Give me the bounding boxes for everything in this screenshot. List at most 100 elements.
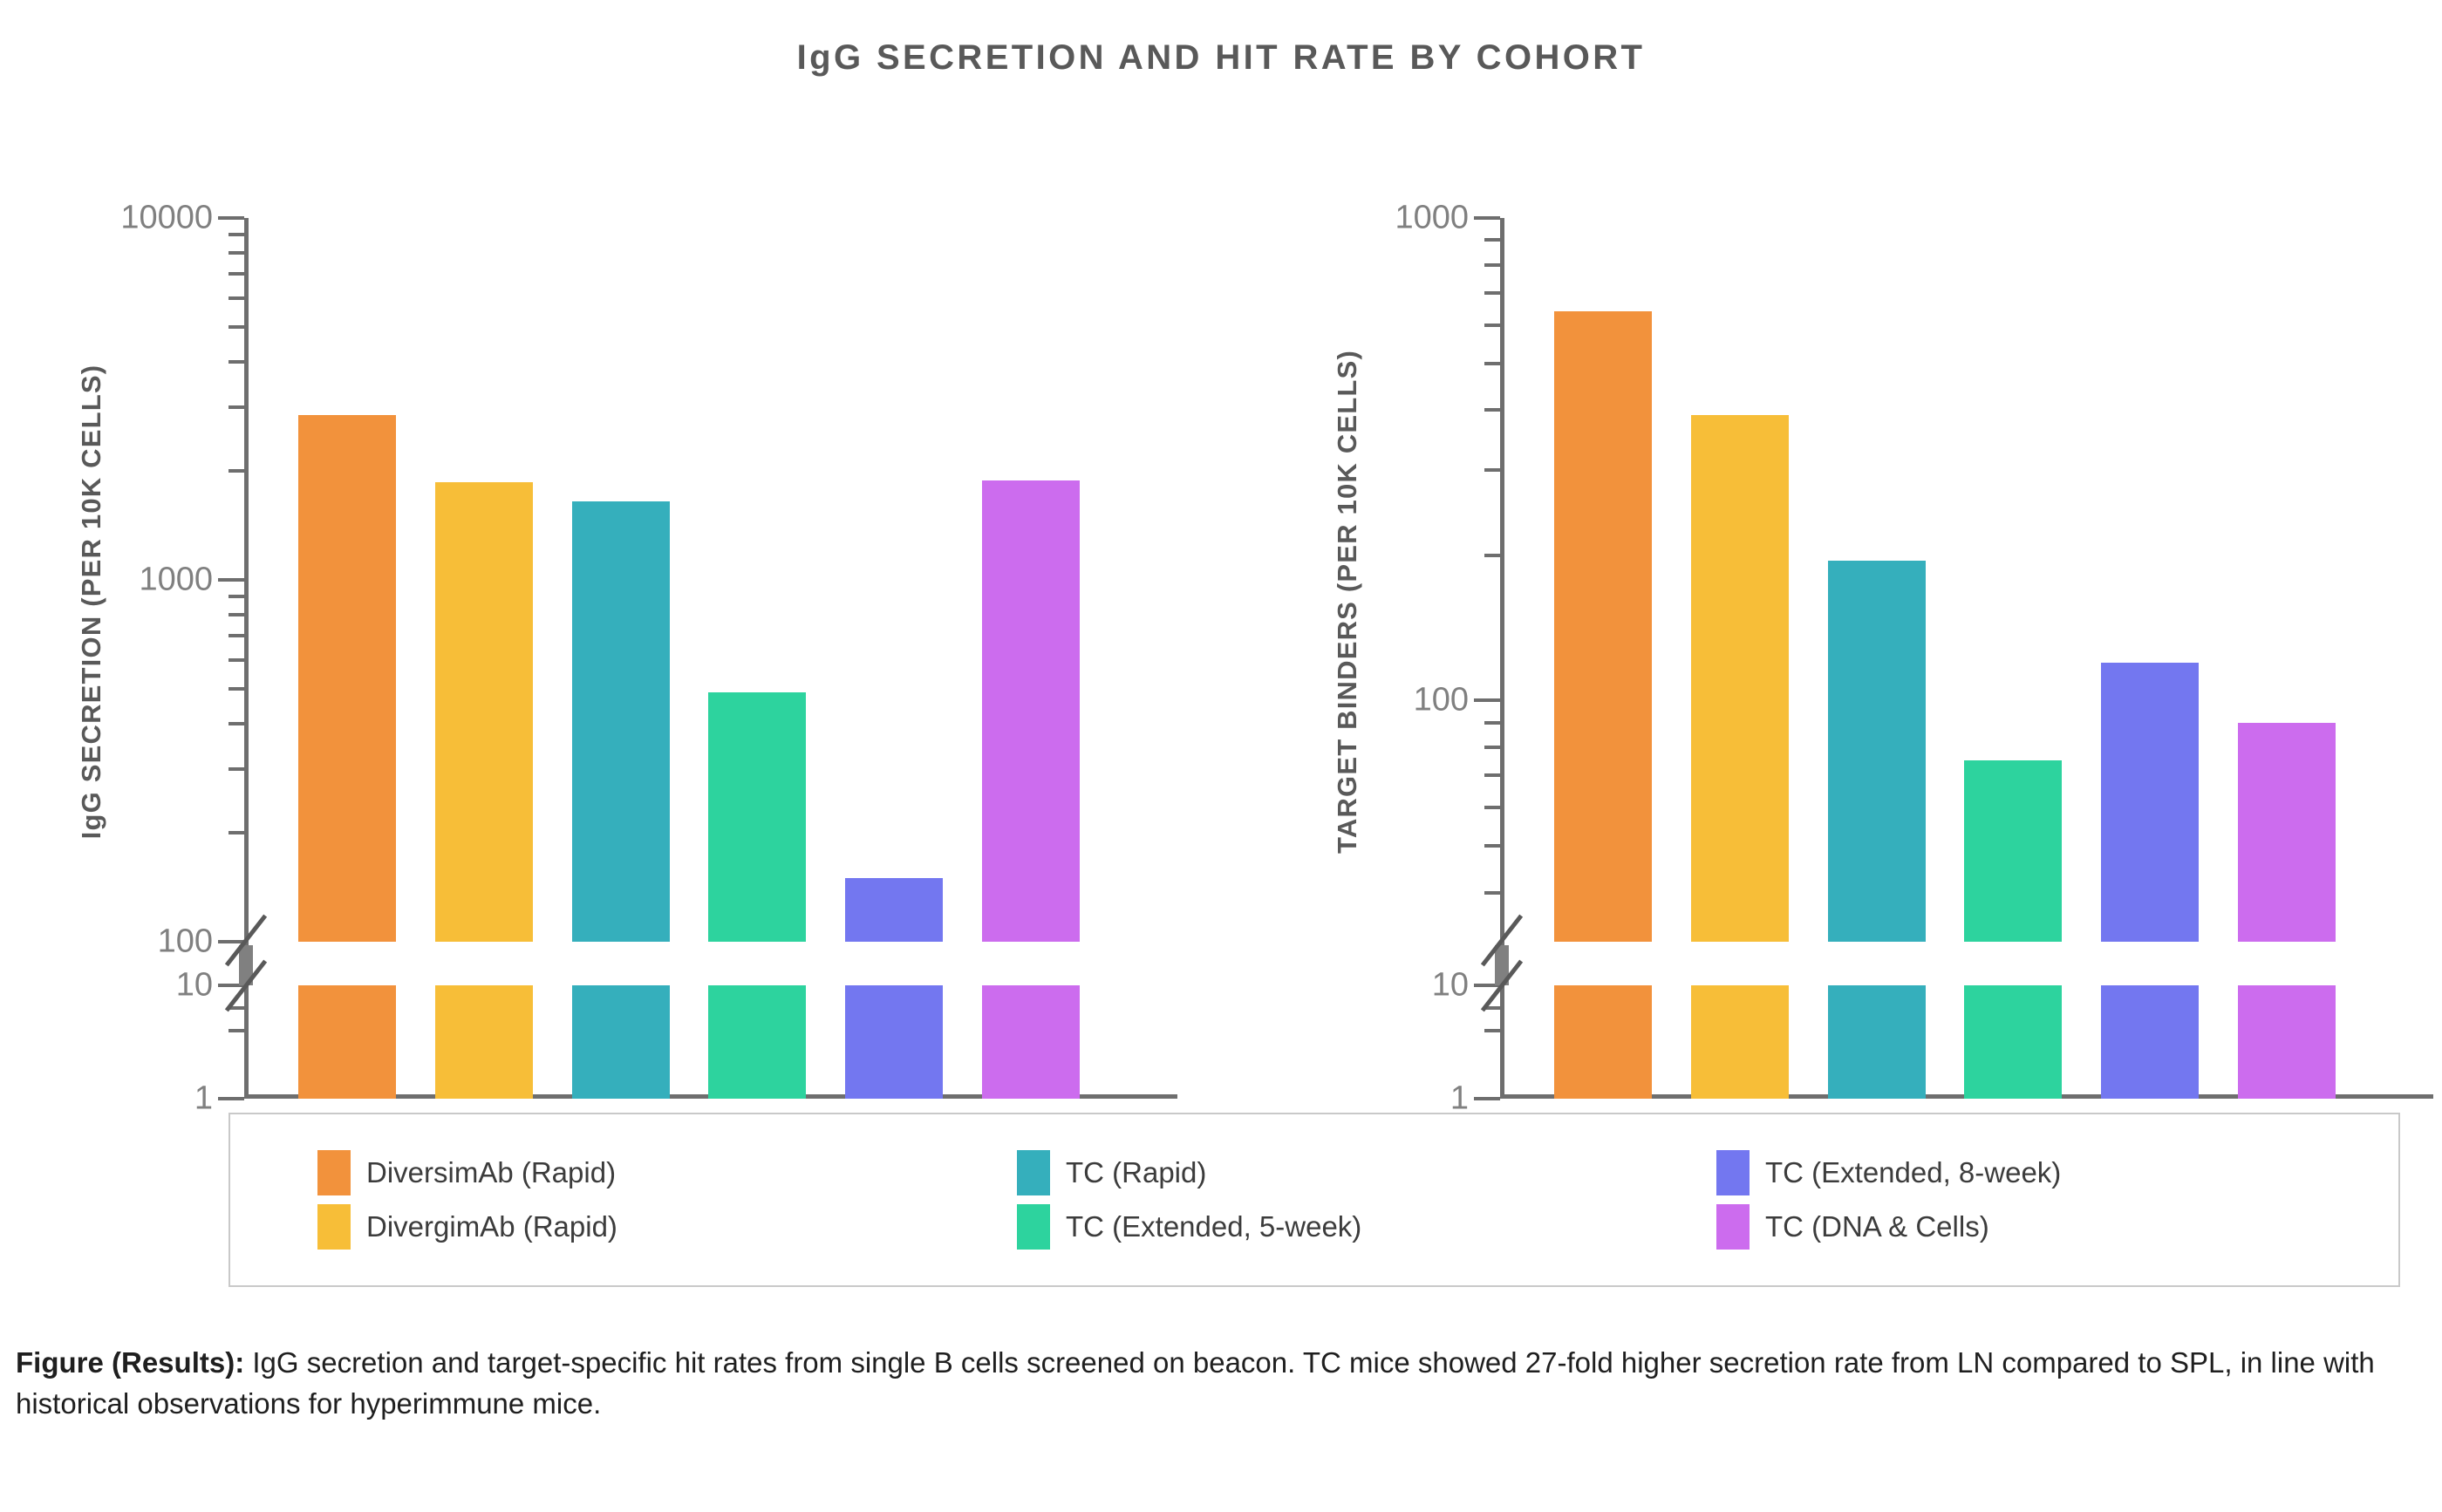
y-tick-minor [1484,806,1500,810]
bar-upper-segment[interactable] [845,877,943,942]
bar-upper-segment[interactable] [571,501,670,942]
y-tick-minor [1484,553,1500,557]
y-tick-minor [1484,238,1500,242]
bar-upper-segment[interactable] [1691,415,1789,942]
bar-upper-segment[interactable] [298,414,397,942]
legend-swatch-icon [317,1204,351,1250]
y-tick-major [218,216,244,220]
caption-lead: Figure (Results): [16,1346,245,1379]
bar-lower-segment[interactable] [571,985,670,1099]
y-tick-minor [229,766,244,771]
y-tick-minor [229,296,244,301]
legend-item[interactable]: DiversimAb (Rapid) [265,1146,965,1200]
y-tick-minor [229,360,244,364]
y-tick-minor [229,831,244,835]
bar-upper-segment[interactable] [1964,760,2063,942]
caption-text: IgG secretion and target-specific hit ra… [16,1346,2375,1420]
y-axis-title-left: IgG SECRETION (PER 10K CELLS) [76,364,106,840]
y-tick-minor [229,1029,244,1032]
y-tick-major [1474,216,1500,220]
bar-upper-segment[interactable] [708,691,807,942]
y-tick-minor [229,658,244,663]
legend-item-label: TC (Extended, 8-week) [1765,1156,2062,1188]
legend-item[interactable]: TC (Rapid) [965,1146,1664,1200]
chart-legend: DiversimAb (Rapid) TC (Rapid) TC (Extended… [229,1113,2400,1287]
bar-lower-segment[interactable] [708,985,807,1099]
y-tick-minor [229,1006,244,1010]
y-tick-label: 1000 [139,561,213,598]
y-tick-major [1474,984,1500,987]
legend-swatch-icon [1716,1150,1750,1195]
y-axis-title-right: TARGET BINDERS (PER 10K CELLS) [1332,350,1362,854]
y-tick-label: 100 [1413,681,1469,719]
legend-swatch-icon [1017,1150,1050,1195]
y-tick-major [218,578,244,582]
y-tick-minor [1484,361,1500,365]
bar-lower-segment[interactable] [2237,985,2336,1099]
y-tick-minor [1484,1006,1500,1010]
legend-item-label: DivergimAb (Rapid) [366,1210,617,1243]
axis-break-marker [1495,945,1509,985]
legend-item[interactable]: TC (Extended, 5-week) [965,1200,1664,1254]
y-tick-label: 10 [175,966,213,1004]
y-tick-minor [229,232,244,236]
bar-lower-segment[interactable] [845,985,943,1099]
y-tick-minor [229,469,244,473]
plot-area-right: 1000 100 10 1 [1395,200,2433,1117]
y-tick-major [218,984,244,987]
bar-upper-segment[interactable] [2237,722,2336,942]
bar-lower-segment[interactable] [2101,985,2199,1099]
y-tick-label: 10000 [120,199,213,236]
bar-upper-segment[interactable] [435,482,533,942]
y-tick-label: 1000 [1395,199,1469,236]
bar-upper-segment[interactable] [1827,560,1926,942]
bar-lower-segment[interactable] [1827,985,1926,1099]
y-tick-major [1474,1097,1500,1100]
bar-lower-segment[interactable] [1554,985,1653,1099]
y-tick-minor [1484,1029,1500,1032]
y-tick-minor [229,324,244,329]
legend-item[interactable]: DivergimAb (Rapid) [265,1200,965,1254]
y-tick-minor [1484,720,1500,725]
bar-upper-segment[interactable] [2101,662,2199,942]
y-axis-line-left [244,218,249,1099]
y-tick-minor [1484,890,1500,895]
bar-lower-segment[interactable] [1691,985,1789,1099]
bar-lower-segment[interactable] [435,985,533,1099]
y-tick-minor [229,251,244,255]
legend-swatch-icon [317,1150,351,1195]
y-tick-minor [1484,262,1500,267]
bar-lower-segment[interactable] [981,985,1080,1099]
y-tick-label: 1 [194,1080,213,1117]
figure-caption: Figure (Results): IgG secretion and targ… [16,1343,2432,1425]
y-tick-minor [229,272,244,276]
y-tick-major [218,1097,244,1100]
axis-break-marker [239,945,253,985]
y-tick-minor [1484,290,1500,295]
legend-item[interactable]: TC (DNA & Cells) [1664,1200,2364,1254]
y-tick-minor [229,634,244,638]
y-tick-minor [229,686,244,691]
chart-panel-igg-secretion: IgG SECRETION (PER 10K CELLS) 10000 1000 1… [52,174,1186,1117]
y-tick-minor [1484,468,1500,473]
legend-item-label: DiversimAb (Rapid) [366,1156,617,1188]
legend-item-label: TC (Extended, 5-week) [1066,1210,1362,1243]
bar-lower-segment[interactable] [298,985,397,1099]
y-tick-label: 10 [1431,966,1469,1004]
y-tick-label: 100 [157,923,213,960]
y-tick-minor [229,613,244,617]
y-tick-minor [229,722,244,726]
y-tick-major [218,940,244,943]
bar-lower-segment[interactable] [1964,985,2063,1099]
y-tick-minor [1484,408,1500,412]
legend-swatch-icon [1716,1204,1750,1250]
y-tick-minor [1484,843,1500,848]
page-title: IgG SECRETION AND HIT RATE BY COHORT [796,38,1646,77]
legend-item-label: TC (DNA & Cells) [1765,1210,1989,1243]
y-tick-major [1474,698,1500,703]
legend-item[interactable]: TC (Extended, 8-week) [1664,1146,2364,1200]
bar-upper-segment[interactable] [981,480,1080,942]
chart-panel-target-binders: TARGET BINDERS (PER 10K CELLS) 1000 100 10… [1308,174,2442,1117]
y-tick-minor [1484,745,1500,749]
bar-upper-segment[interactable] [1554,311,1653,942]
